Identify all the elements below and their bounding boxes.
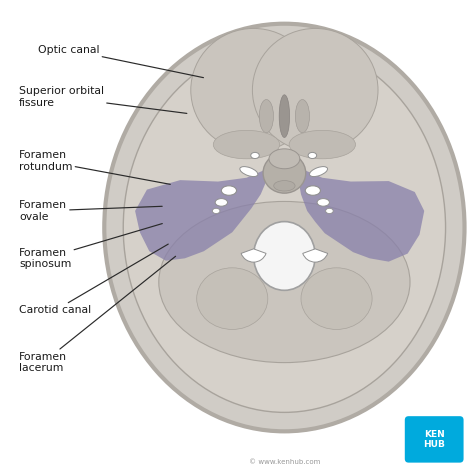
Text: Foramen
ovale: Foramen ovale bbox=[19, 200, 162, 222]
Ellipse shape bbox=[215, 199, 228, 206]
Ellipse shape bbox=[295, 100, 310, 133]
Text: Foramen
rotundum: Foramen rotundum bbox=[19, 150, 170, 184]
Ellipse shape bbox=[159, 201, 410, 363]
Ellipse shape bbox=[308, 153, 317, 158]
Text: Carotid canal: Carotid canal bbox=[19, 244, 168, 316]
Text: © www.kenhub.com: © www.kenhub.com bbox=[249, 458, 320, 465]
Ellipse shape bbox=[289, 130, 356, 159]
FancyBboxPatch shape bbox=[405, 416, 464, 463]
Text: Superior orbital
fissure: Superior orbital fissure bbox=[19, 86, 187, 113]
Ellipse shape bbox=[212, 208, 220, 214]
Ellipse shape bbox=[326, 208, 333, 214]
Text: Foramen
lacerum: Foramen lacerum bbox=[19, 256, 175, 374]
Ellipse shape bbox=[240, 166, 258, 177]
Ellipse shape bbox=[301, 268, 372, 329]
Polygon shape bbox=[135, 159, 273, 261]
Polygon shape bbox=[296, 159, 424, 262]
Ellipse shape bbox=[254, 222, 315, 290]
Ellipse shape bbox=[279, 95, 290, 137]
Ellipse shape bbox=[104, 24, 465, 431]
Ellipse shape bbox=[263, 153, 306, 193]
Ellipse shape bbox=[191, 28, 316, 152]
Ellipse shape bbox=[251, 153, 259, 158]
Ellipse shape bbox=[123, 43, 446, 412]
Ellipse shape bbox=[273, 181, 295, 191]
Text: Optic canal: Optic canal bbox=[38, 45, 203, 78]
Ellipse shape bbox=[252, 28, 378, 152]
Ellipse shape bbox=[305, 186, 320, 195]
Ellipse shape bbox=[317, 199, 329, 206]
Text: Foramen
spinosum: Foramen spinosum bbox=[19, 224, 162, 269]
Ellipse shape bbox=[259, 100, 273, 133]
Ellipse shape bbox=[197, 268, 268, 329]
Ellipse shape bbox=[310, 166, 328, 177]
Ellipse shape bbox=[269, 149, 300, 169]
Ellipse shape bbox=[221, 186, 237, 195]
Wedge shape bbox=[303, 249, 328, 262]
Wedge shape bbox=[241, 249, 266, 262]
Ellipse shape bbox=[213, 130, 280, 159]
Text: KEN
HUB: KEN HUB bbox=[423, 430, 445, 449]
